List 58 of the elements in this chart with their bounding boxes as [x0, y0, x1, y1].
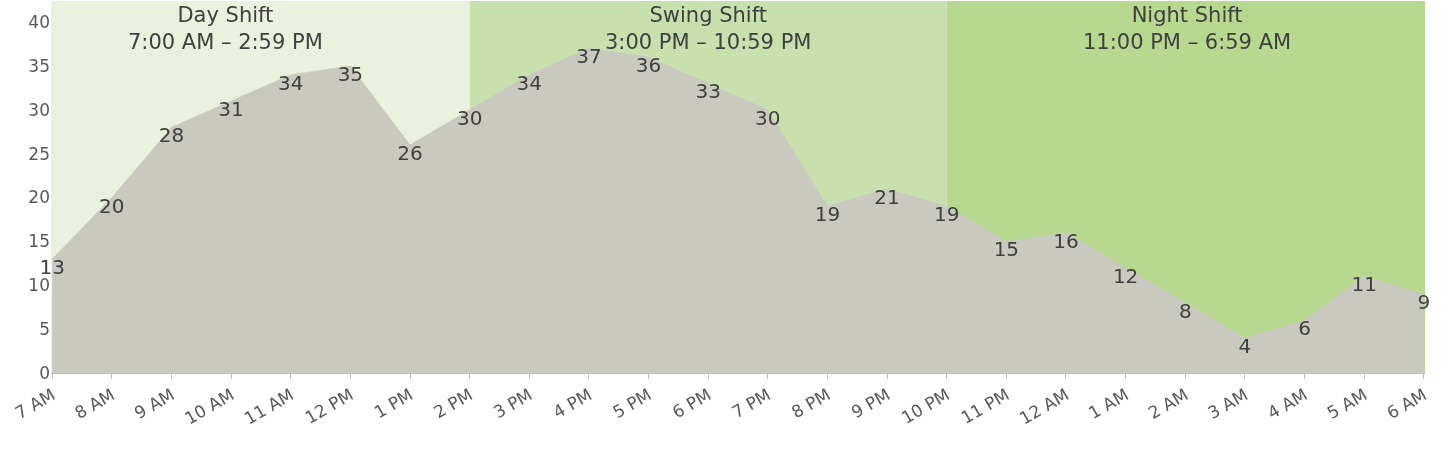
x-tick-label: 11 AM — [240, 384, 297, 429]
x-tick-label: 1 PM — [370, 384, 417, 423]
data-label: 19 — [814, 202, 841, 227]
y-tick-label: 0 — [39, 362, 50, 383]
data-label: 15 — [993, 237, 1020, 262]
data-label: 37 — [576, 44, 602, 69]
x-tick-label: 4 AM — [1263, 384, 1311, 423]
data-label: 20 — [99, 193, 125, 218]
y-tick-label: 15 — [28, 231, 50, 252]
data-label: 6 — [1298, 316, 1311, 341]
band-label: Day Shift 7:00 AM – 2:59 PM — [128, 3, 323, 55]
y-tick-label: 30 — [28, 99, 50, 120]
x-tick-label: 9 AM — [130, 384, 178, 423]
y-tick-label: 5 — [39, 319, 50, 340]
x-tick-label: 2 PM — [430, 384, 476, 423]
x-tick-label: 8 AM — [71, 384, 119, 423]
x-tick-label: 5 AM — [1323, 384, 1371, 423]
x-tick-label: 4 PM — [549, 384, 596, 423]
x-tick-label: 2 AM — [1144, 384, 1192, 423]
x-tick-label: 7 PM — [728, 384, 775, 423]
x-tick-label: 9 PM — [847, 384, 894, 423]
x-tick-label: 10 PM — [897, 384, 953, 428]
data-label: 21 — [874, 184, 900, 209]
data-label: 36 — [635, 53, 662, 78]
data-label: 11 — [1351, 272, 1377, 297]
data-label: 30 — [755, 105, 781, 130]
y-tick-label: 40 — [28, 11, 50, 32]
y-tick-label: 20 — [28, 187, 50, 208]
y-tick-label: 35 — [28, 55, 50, 76]
data-label: 34 — [278, 70, 304, 95]
x-tick-label: 8 PM — [788, 384, 834, 423]
x-tick-label: 10 AM — [181, 384, 238, 429]
x-tick-label: 1 AM — [1085, 384, 1132, 423]
x-tick-label: 5 PM — [609, 384, 655, 423]
x-tick-label: 12 AM — [1016, 384, 1073, 429]
x-tick-label: 3 AM — [1204, 384, 1252, 423]
data-label: 8 — [1178, 298, 1192, 323]
data-label: 19 — [933, 202, 960, 227]
data-label: 26 — [397, 140, 423, 165]
data-label: 28 — [158, 123, 185, 148]
data-label: 31 — [218, 96, 244, 121]
band-label: Swing Shift 3:00 PM – 10:59 PM — [605, 3, 812, 55]
data-label: 16 — [1053, 228, 1079, 253]
data-label: 30 — [456, 105, 483, 130]
band-label: Night Shift 11:00 PM – 6:59 AM — [1083, 3, 1292, 55]
x-tick-label: 12 PM — [301, 384, 357, 428]
x-tick-label: 6 PM — [668, 384, 715, 423]
x-tick-label: 11 PM — [957, 384, 1013, 428]
data-label: 34 — [516, 70, 543, 95]
x-tick-label: 7 AM — [11, 384, 59, 423]
data-label: 9 — [1417, 290, 1431, 315]
data-label: 33 — [695, 79, 721, 104]
data-label: 12 — [1112, 263, 1139, 288]
y-tick-label: 25 — [28, 143, 50, 164]
data-label: 35 — [337, 61, 364, 86]
x-tick-label: 6 AM — [1383, 384, 1431, 423]
data-label: 4 — [1238, 333, 1252, 358]
x-tick-label: 3 PM — [489, 384, 536, 423]
